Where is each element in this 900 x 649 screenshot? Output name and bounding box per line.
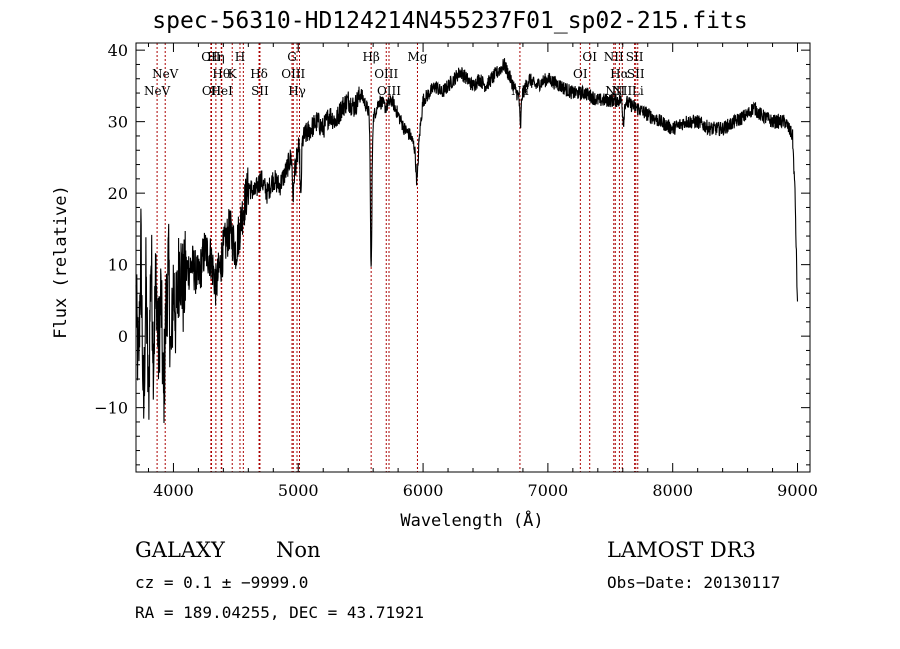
line-label-24: NII bbox=[605, 84, 625, 98]
line-label-11: SII bbox=[251, 84, 269, 98]
line-label-22: OI bbox=[582, 50, 597, 64]
line-label-23: NII bbox=[604, 50, 624, 64]
x-tick-label-4000: 4000 bbox=[153, 481, 194, 500]
line-label-5: Hθ bbox=[212, 67, 230, 81]
line-label-3: OII bbox=[202, 84, 222, 98]
spectrum-line bbox=[135, 58, 799, 424]
line-label-28: SII bbox=[627, 67, 645, 81]
x-tick-label-6000: 6000 bbox=[403, 481, 444, 500]
line-label-1: NeV bbox=[152, 67, 179, 81]
y-tick-label-40: 40 bbox=[108, 41, 128, 60]
line-label-12: G bbox=[287, 50, 297, 64]
line-label-14: Hγ bbox=[288, 84, 306, 98]
chart-title: spec-56310-HD124214N455237F01_sp02-215.f… bbox=[152, 8, 748, 34]
survey-name: LAMOST DR3 bbox=[607, 538, 756, 562]
y-tick-label-10: 10 bbox=[108, 256, 128, 275]
line-label-7: K bbox=[228, 67, 238, 81]
x-tick-label-5000: 5000 bbox=[278, 481, 319, 500]
line-label-20: Na bbox=[511, 84, 529, 98]
y-tick-label-30: 30 bbox=[108, 113, 128, 132]
redshift-value: cz = 0.1 ± −9999.0 bbox=[135, 573, 309, 592]
line-label-25: Hα bbox=[610, 67, 629, 81]
sky-coordinates: RA = 189.04255, DEC = 43.71921 bbox=[135, 603, 424, 622]
line-label-4: Hη bbox=[207, 50, 225, 64]
observation-date: Obs−Date: 20130117 bbox=[607, 573, 781, 592]
x-tick-label-9000: 9000 bbox=[777, 481, 818, 500]
line-label-0: NeV bbox=[144, 84, 171, 98]
line-label-10: Hδ bbox=[250, 67, 268, 81]
x-tick-label-8000: 8000 bbox=[652, 481, 693, 500]
line-label-2: OII bbox=[201, 50, 221, 64]
y-tick-label-20: 20 bbox=[108, 184, 128, 203]
y-tick-label--10: −10 bbox=[94, 399, 128, 418]
line-label-27: SII bbox=[626, 50, 644, 64]
line-label-6: HeI bbox=[211, 84, 234, 98]
line-label-29: Li bbox=[632, 84, 644, 98]
line-label-18: OIII bbox=[377, 84, 401, 98]
object-class: GALAXY bbox=[135, 538, 225, 562]
line-label-21: OI bbox=[573, 67, 588, 81]
line-label-8: H bbox=[235, 50, 245, 64]
x-tick-label-7000: 7000 bbox=[528, 481, 569, 500]
line-label-17: OIII bbox=[374, 67, 398, 81]
line-label-16: Hβ bbox=[362, 50, 379, 64]
line-label-19: Mg bbox=[407, 50, 427, 64]
object-subclass: Non bbox=[276, 538, 321, 562]
line-label-26: NII bbox=[612, 84, 632, 98]
line-label-13: OIII bbox=[281, 67, 305, 81]
y-tick-label-0: 0 bbox=[118, 327, 128, 346]
x-axis-label: Wavelength (Å) bbox=[400, 511, 544, 531]
